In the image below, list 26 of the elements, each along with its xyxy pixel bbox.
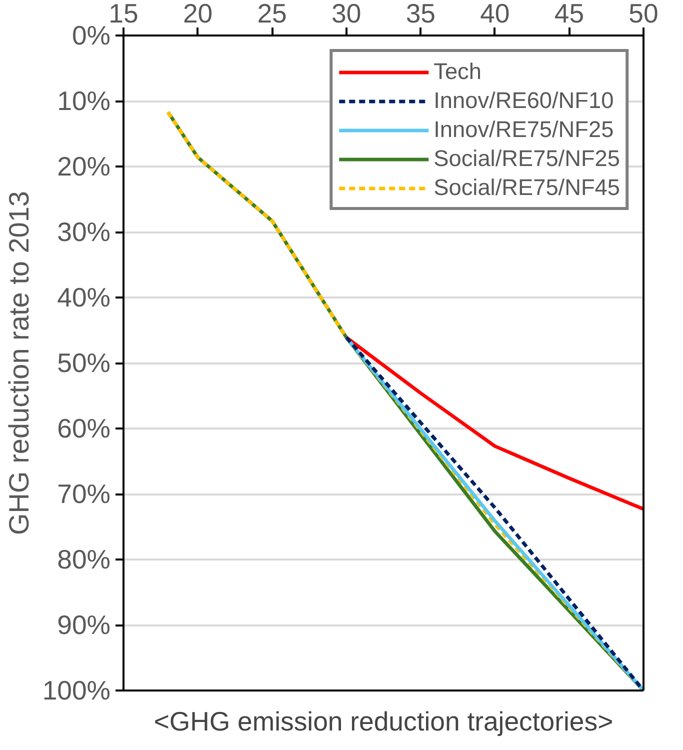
x-tick-label: 25 — [257, 0, 287, 28]
legend-label: Innov/RE60/NF10 — [434, 87, 614, 114]
y-tick-label: 40% — [57, 282, 111, 312]
x-tick-label: 45 — [554, 0, 584, 28]
y-tick-label: 70% — [57, 479, 111, 509]
legend-label: Social/RE75/NF25 — [434, 145, 620, 172]
x-tick-label: 30 — [332, 0, 362, 28]
y-tick-label: 50% — [57, 348, 111, 378]
legend-label: Tech — [434, 58, 482, 85]
y-tick-label: 80% — [57, 544, 111, 574]
y-tick-label: 10% — [57, 86, 111, 116]
x-tick-label: 40 — [480, 0, 510, 28]
y-tick-label: 60% — [57, 414, 111, 444]
y-tick-label: 30% — [57, 217, 111, 247]
x-tick-label: 35 — [406, 0, 436, 28]
y-tick-label: 0% — [72, 20, 111, 50]
x-tick-label: 20 — [182, 0, 213, 28]
x-tick-label: 50 — [628, 0, 658, 28]
legend-label: Innov/RE75/NF25 — [434, 116, 614, 143]
x-tick-label: 15 — [108, 0, 138, 28]
y-axis-title: GHG reduction rate to 2013 — [3, 191, 34, 535]
x-axis-title: <GHG emission reduction trajectories> — [154, 706, 614, 736]
y-tick-label: 100% — [42, 676, 111, 706]
y-tick-label: 90% — [57, 610, 111, 640]
y-tick-label: 20% — [57, 152, 111, 182]
legend-label: Social/RE75/NF45 — [434, 174, 620, 201]
